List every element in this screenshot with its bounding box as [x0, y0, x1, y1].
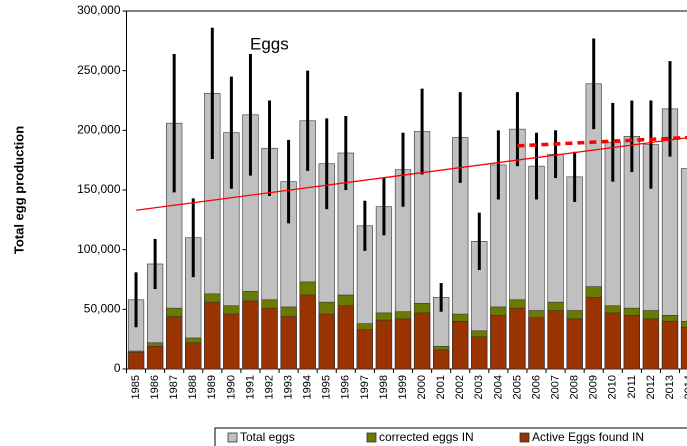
x-tick-label: 1990: [225, 375, 237, 399]
x-tick-label: 2004: [492, 375, 504, 399]
x-tick-label: 1997: [359, 375, 371, 399]
bar: [642, 318, 660, 370]
x-tick-label: 2010: [607, 375, 619, 399]
x-tick-label: 2001: [435, 375, 447, 399]
bar: [280, 316, 297, 370]
bar: [413, 312, 431, 370]
bar: [318, 313, 335, 370]
y-tick-label: 300,000: [77, 3, 121, 17]
legend-label: Active Eggs found IN: [532, 430, 644, 444]
bar: [547, 310, 564, 370]
bar: [490, 314, 507, 370]
x-tick-label: 2002: [454, 375, 466, 399]
y-tick-label: 250,000: [77, 63, 121, 77]
bar: [223, 313, 240, 370]
bar: [204, 301, 221, 370]
y-axis-label: Total egg production: [11, 126, 26, 254]
y-tick-label: 100,000: [77, 242, 121, 256]
bar: [166, 316, 183, 370]
x-tick-label: 2011: [626, 375, 638, 399]
legend-label: Total eggs: [240, 430, 295, 444]
x-tick-label: 1991: [244, 375, 256, 399]
x-tick-label: 1989: [206, 375, 218, 399]
y-tick-label: 50,000: [84, 302, 121, 316]
x-tick-label: 1986: [149, 375, 161, 399]
bar: [566, 318, 583, 370]
bar: [509, 307, 526, 370]
bar: [623, 314, 640, 370]
x-tick-label: 1994: [302, 375, 314, 399]
legend-swatch: [227, 432, 238, 443]
bar: [394, 318, 412, 370]
x-tick-label: 1995: [321, 375, 333, 399]
bar: [146, 346, 164, 370]
x-tick-label: 1999: [397, 375, 409, 399]
bar: [433, 349, 450, 370]
legend-label: corrected eggs IN: [379, 430, 474, 444]
bar: [185, 342, 202, 370]
bar: [127, 351, 145, 370]
x-tick-label: 1993: [283, 375, 295, 399]
bar: [585, 297, 602, 370]
x-tick-label: 2013: [664, 375, 676, 399]
x-tick-label: 2006: [530, 375, 542, 399]
bar: [528, 317, 545, 370]
y-tick-label: 0: [114, 361, 121, 375]
legend-swatch: [519, 432, 530, 443]
x-tick-label: 1985: [130, 375, 142, 399]
legend: Total eggs corrected eggs IN Active Eggs f…: [214, 427, 687, 446]
bar: [375, 319, 393, 370]
x-tick-label: 2009: [588, 375, 600, 399]
y-tick-label: 150,000: [77, 182, 121, 196]
bar: [242, 300, 259, 370]
x-tick-label: 2007: [549, 375, 561, 399]
bar: [680, 326, 687, 370]
x-tick-label: 2008: [569, 375, 581, 399]
annotation: Eggs: [250, 34, 289, 53]
bar: [356, 329, 373, 370]
x-tick-label: 1987: [168, 375, 180, 399]
x-tick-label: 2012: [645, 375, 657, 399]
x-tick-label: 2000: [416, 375, 428, 399]
bar: [471, 336, 488, 370]
bar: [452, 320, 469, 370]
dashed-line: [517, 135, 687, 148]
legend-swatch: [366, 432, 377, 443]
legend-frame: [214, 427, 687, 446]
x-tick-label: 2005: [511, 375, 523, 399]
bar: [661, 320, 679, 370]
bar: [680, 168, 687, 370]
x-tick-label: 1998: [378, 375, 390, 399]
x-tick-label: 1988: [187, 375, 199, 399]
bar: [604, 312, 621, 370]
bar: [261, 307, 278, 370]
x-tick-label: 2003: [473, 375, 485, 399]
x-tick-label: 2014: [683, 375, 687, 399]
x-tick-label: 1996: [340, 375, 352, 399]
bar: [337, 305, 354, 370]
x-tick-label: 1992: [263, 375, 275, 399]
y-tick-label: 200,000: [77, 123, 121, 137]
bar: [299, 294, 316, 370]
trend-line: [135, 137, 687, 211]
